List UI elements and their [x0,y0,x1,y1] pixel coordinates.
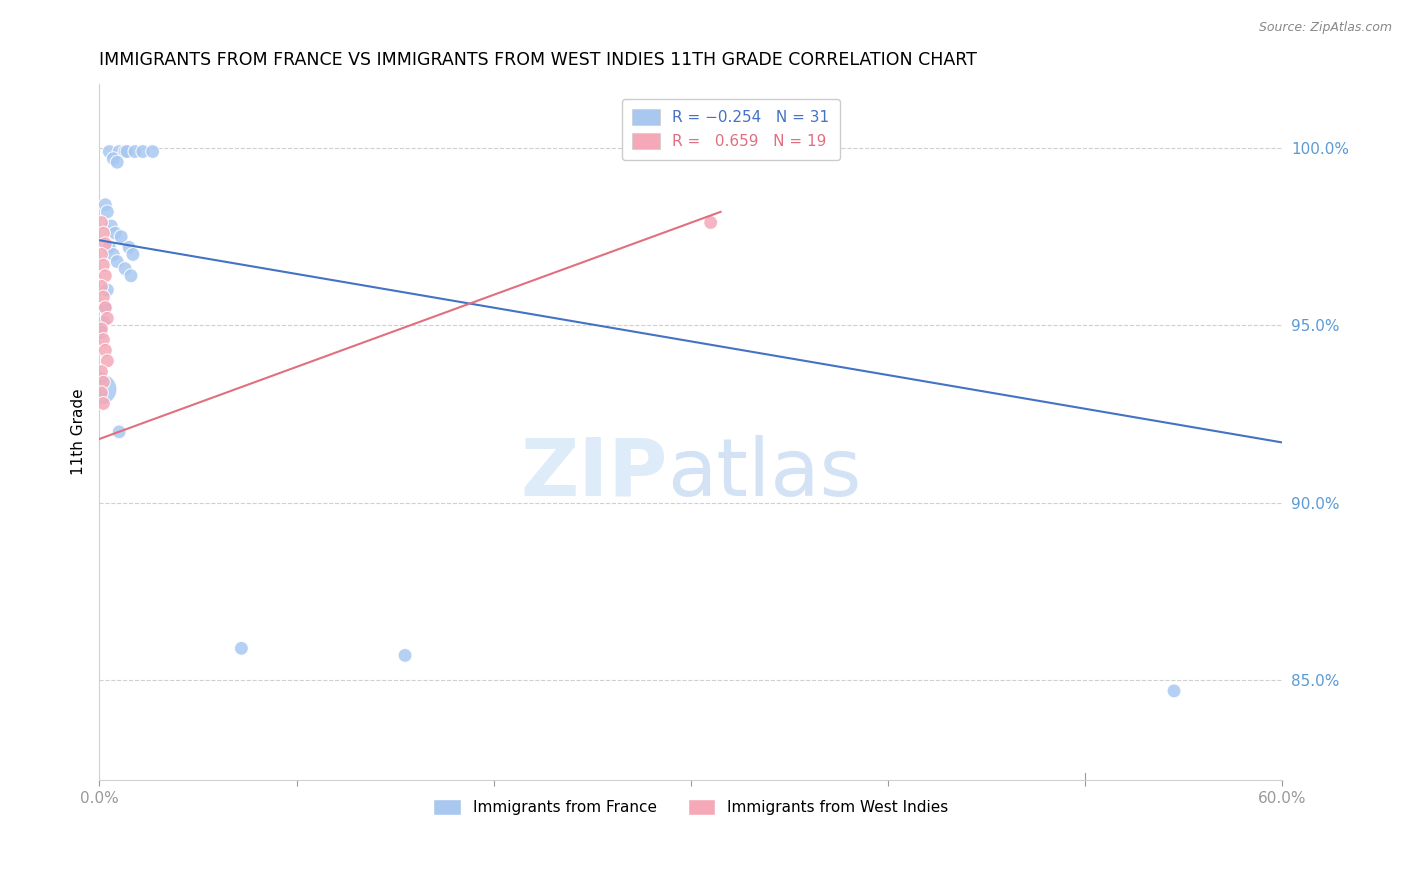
Point [124,145,146,159]
Point [98,145,121,159]
Point [114,145,136,159]
Point [394,648,416,663]
Text: atlas: atlas [668,434,862,513]
Point [93,258,115,272]
Point [96,283,118,297]
Point [114,261,136,276]
Point [90,326,112,340]
Point [231,641,253,656]
Point [103,247,125,261]
Text: IMMIGRANTS FROM FRANCE VS IMMIGRANTS FROM WEST INDIES 11TH GRADE CORRELATION CHA: IMMIGRANTS FROM FRANCE VS IMMIGRANTS FRO… [100,51,977,69]
Point [122,247,145,261]
Point [132,145,155,159]
Point [90,279,112,293]
Point [699,215,721,229]
Point [94,343,117,358]
Point [118,240,141,254]
Point [108,425,131,439]
Point [100,219,122,233]
Point [93,226,115,240]
Text: Source: ZipAtlas.com: Source: ZipAtlas.com [1258,21,1392,34]
Point [105,155,128,169]
Point [105,254,128,268]
Point [1163,684,1185,698]
Point [104,226,127,240]
Text: ZIP: ZIP [520,434,668,513]
Point [93,375,115,389]
Point [120,268,142,283]
Point [93,333,115,347]
Point [90,382,112,396]
Point [90,247,112,261]
Point [108,145,131,159]
Point [96,205,118,219]
Point [90,371,112,385]
Point [90,322,112,336]
Point [93,290,115,304]
Point [94,236,117,251]
Point [93,315,115,329]
Point [96,311,118,326]
Point [110,229,132,244]
Legend: Immigrants from France, Immigrants from West Indies: Immigrants from France, Immigrants from … [425,789,957,824]
Point [94,301,117,315]
Point [98,240,121,254]
Point [90,215,112,229]
Y-axis label: 11th Grade: 11th Grade [72,389,86,475]
Point [96,354,118,368]
Point [142,145,165,159]
Point [94,268,117,283]
Point [90,385,112,400]
Point [115,145,138,159]
Point [90,365,112,379]
Point [103,152,125,166]
Point [94,301,117,315]
Point [94,198,117,212]
Point [93,396,115,410]
